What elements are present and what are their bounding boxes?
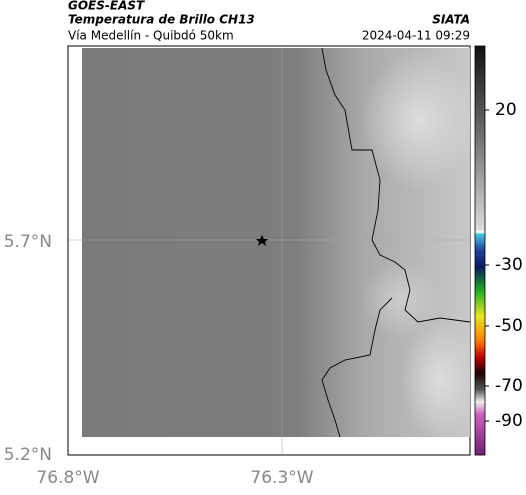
route: Vía Medellín - Quibdó 50km: [68, 29, 234, 43]
colorbar-scale: [474, 45, 486, 456]
border: [321, 297, 393, 438]
location-marker: [256, 235, 268, 246]
map: 5.7°N 5.2°N 76.8°W 76.3°W: [4, 45, 480, 488]
colorbar: 20 -30 -50 -70 -90: [474, 45, 523, 456]
colorbar-label: -50: [495, 316, 523, 336]
lon-label: 76.8°W: [36, 468, 99, 488]
lon-label: 76.3°W: [250, 468, 313, 488]
colorbar-label: -90: [495, 411, 523, 431]
source: SIATA: [432, 13, 470, 27]
lat-label: 5.7°N: [4, 232, 52, 252]
cloud: [360, 50, 480, 190]
cloud: [400, 320, 480, 440]
cloud: [360, 260, 440, 340]
colorbar-label: 20: [495, 100, 517, 120]
lat-label: 5.2°N: [4, 445, 52, 465]
title: Temperatura de Brillo CH13: [68, 13, 255, 27]
colorbar-label: -30: [495, 255, 523, 275]
colorbar-label: -70: [495, 376, 523, 396]
border: [321, 47, 471, 323]
timestamp: 2024-04-11 09:29: [362, 29, 470, 43]
satellite: GOES-EAST: [68, 0, 145, 13]
